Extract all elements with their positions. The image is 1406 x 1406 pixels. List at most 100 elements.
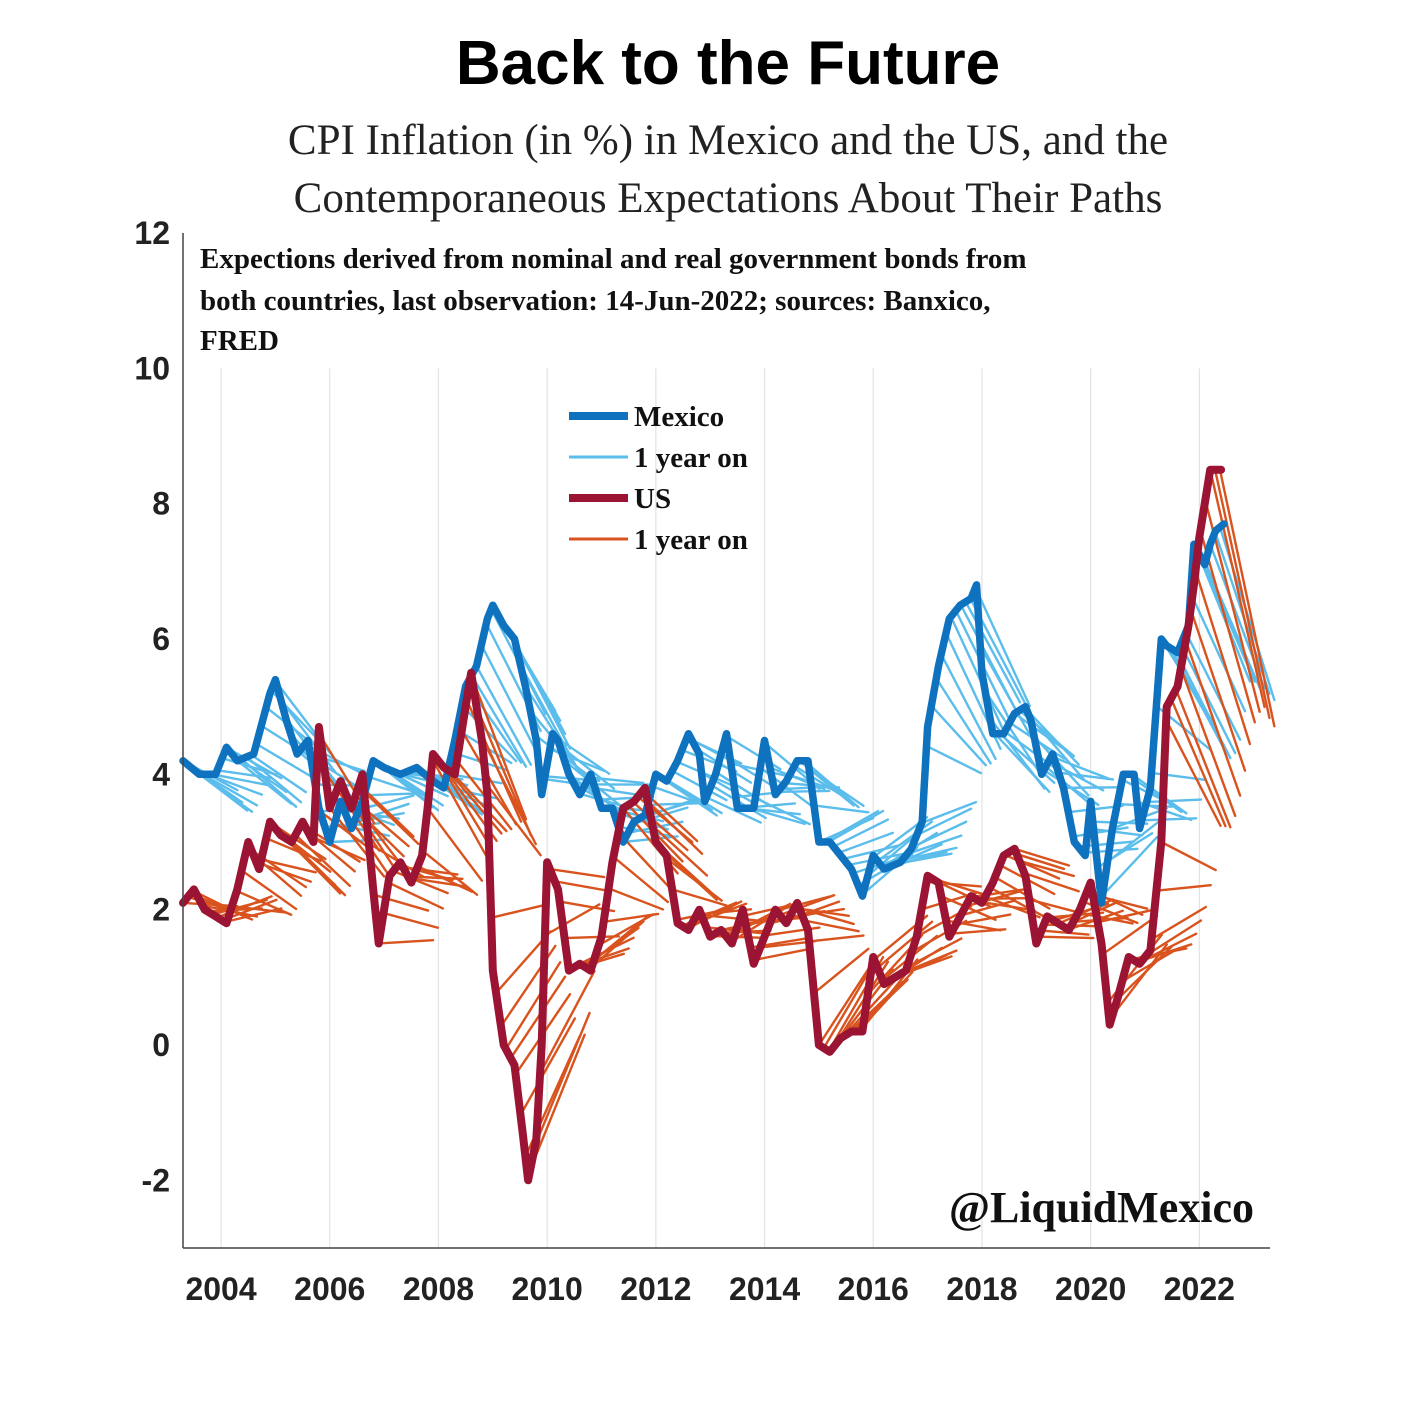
us-expectation-line bbox=[529, 1033, 586, 1171]
us-expectation-line bbox=[255, 861, 312, 883]
us-expectation-line bbox=[240, 869, 298, 911]
mexico-line bbox=[179, 520, 1228, 907]
us-expectation-line bbox=[1150, 905, 1208, 941]
mexico-expectation-line bbox=[255, 742, 312, 778]
mexico-expectation-line bbox=[1072, 826, 1129, 838]
watermark: @LiquidMexico bbox=[949, 1183, 1254, 1232]
us-expectation-line bbox=[1037, 935, 1095, 940]
mexico-expectation-line bbox=[553, 735, 611, 775]
mexico-expectation-line bbox=[1184, 631, 1242, 741]
us-expectation-line bbox=[1174, 688, 1232, 829]
us-expectation-line bbox=[1179, 666, 1237, 818]
mexico-expectation-line bbox=[1130, 773, 1188, 815]
us-expectation-line bbox=[607, 887, 665, 911]
us-expectation-line bbox=[387, 881, 444, 910]
mexico-expectation-line bbox=[749, 806, 806, 826]
us-expectation-line bbox=[739, 903, 797, 918]
mexico-expectation-line bbox=[1028, 714, 1085, 781]
us-expectation-line bbox=[260, 858, 317, 874]
legend: Mexico 1 year on US 1 year on bbox=[569, 401, 748, 556]
mexico-expectation-line bbox=[1145, 798, 1203, 804]
us-expectation-line bbox=[1160, 840, 1217, 872]
mexico-expectation-line bbox=[939, 653, 997, 761]
chart-subtitle-line-1: CPI Inflation (in %) in Mexico and the U… bbox=[288, 117, 1168, 164]
mexico-expectation-line bbox=[695, 747, 753, 784]
us-expectation-line bbox=[1116, 945, 1173, 1001]
x-tick-label: 2016 bbox=[838, 1271, 909, 1307]
mexico-expectation-line bbox=[827, 809, 885, 844]
us-expectation-line bbox=[445, 768, 503, 835]
legend-label: Mexico bbox=[634, 401, 724, 433]
y-axis-ticks: 12 10 8 6 4 2 0 -2 bbox=[134, 215, 170, 1198]
us-expectation-line bbox=[426, 806, 484, 882]
y-tick-label: 4 bbox=[152, 756, 170, 792]
mexico-expectation-line bbox=[1032, 735, 1090, 797]
legend-label: 1 year on bbox=[634, 442, 748, 474]
us-expectation-line bbox=[1120, 948, 1178, 983]
mexico-expectation-line bbox=[807, 767, 865, 807]
y-tick-label: 8 bbox=[152, 486, 170, 522]
us-expectation-line bbox=[1018, 859, 1075, 878]
chart-subtitle-line-2: Contemporaneous Expectations About Their… bbox=[294, 175, 1163, 222]
mexico-expectation-line bbox=[754, 796, 811, 826]
mexico-expectation-line bbox=[1052, 756, 1110, 780]
us-expectation-line bbox=[803, 919, 860, 933]
mexico-expectation-line bbox=[930, 704, 987, 767]
us-expectation-line bbox=[612, 855, 670, 904]
us-expectation-line bbox=[651, 824, 709, 877]
x-tick-label: 2020 bbox=[1055, 1271, 1126, 1307]
us-expectation-line bbox=[1076, 911, 1134, 925]
mexico-expectation-line bbox=[666, 778, 723, 815]
chart-note-line-3: FRED bbox=[200, 325, 279, 357]
mexico-expectation-line bbox=[1101, 836, 1159, 897]
us-expectation-line bbox=[485, 782, 542, 857]
us-expectation-line bbox=[959, 899, 1017, 917]
us-expectation-line bbox=[617, 831, 674, 893]
mexico-expectation-line bbox=[661, 777, 718, 817]
us-expectation-line bbox=[807, 934, 865, 943]
us-expectation-line bbox=[988, 886, 1046, 918]
us-expectation-line bbox=[1101, 914, 1159, 956]
us-expectation-line bbox=[1096, 908, 1154, 924]
us-expectation-line bbox=[289, 840, 347, 897]
y-tick-label: -2 bbox=[142, 1162, 170, 1198]
y-tick-label: 6 bbox=[152, 621, 170, 657]
x-axis-ticks: 2004 2006 2008 2010 2012 2014 2016 2018 2020 2022 bbox=[185, 1271, 1234, 1307]
mexico-expectation-line bbox=[773, 789, 831, 794]
us-expectation-line bbox=[1184, 639, 1242, 797]
us-expectation-line bbox=[1199, 529, 1256, 724]
us-expectation-line bbox=[416, 865, 474, 894]
mexico-expectation-line bbox=[920, 800, 978, 825]
mexico-expectation-line bbox=[475, 664, 533, 766]
us-expectation-line bbox=[230, 905, 288, 914]
us-expectation-line bbox=[392, 869, 449, 895]
us-expectation-line bbox=[812, 947, 870, 995]
chart-title: Back to the Future bbox=[456, 29, 1000, 98]
us-expectation-line bbox=[817, 960, 875, 1047]
us-expectation-line bbox=[1213, 468, 1271, 720]
us-expectation-line bbox=[646, 800, 704, 855]
x-tick-label: 2004 bbox=[185, 1271, 256, 1307]
us-expectation-line bbox=[489, 903, 547, 919]
mexico-expectation-line bbox=[895, 852, 953, 865]
us-expectation-line bbox=[533, 1011, 591, 1147]
us-expectation-line bbox=[563, 935, 621, 940]
mexico-expectation-line bbox=[822, 810, 880, 844]
mexico-expectation-line bbox=[1140, 817, 1198, 822]
x-tick-label: 2018 bbox=[946, 1271, 1017, 1307]
chart-note-line-2: both countries, last observation: 14-Jun… bbox=[200, 285, 991, 317]
mexico-expectation-line bbox=[196, 771, 254, 813]
us-expectation-line bbox=[954, 913, 1012, 926]
us-expectation-line bbox=[1155, 884, 1212, 892]
mexico-expectation-line bbox=[915, 807, 973, 837]
us-expectation-line bbox=[631, 800, 689, 852]
us-expectation-line bbox=[421, 849, 479, 896]
us-expectation-line bbox=[597, 913, 655, 947]
mexico-expectation-line bbox=[1189, 591, 1247, 713]
us-expectation-line bbox=[470, 675, 528, 821]
x-tick-label: 2012 bbox=[620, 1271, 691, 1307]
axes bbox=[182, 233, 1270, 1249]
us-expectation-line bbox=[509, 975, 567, 1060]
mexico-expectation-line bbox=[832, 818, 890, 848]
